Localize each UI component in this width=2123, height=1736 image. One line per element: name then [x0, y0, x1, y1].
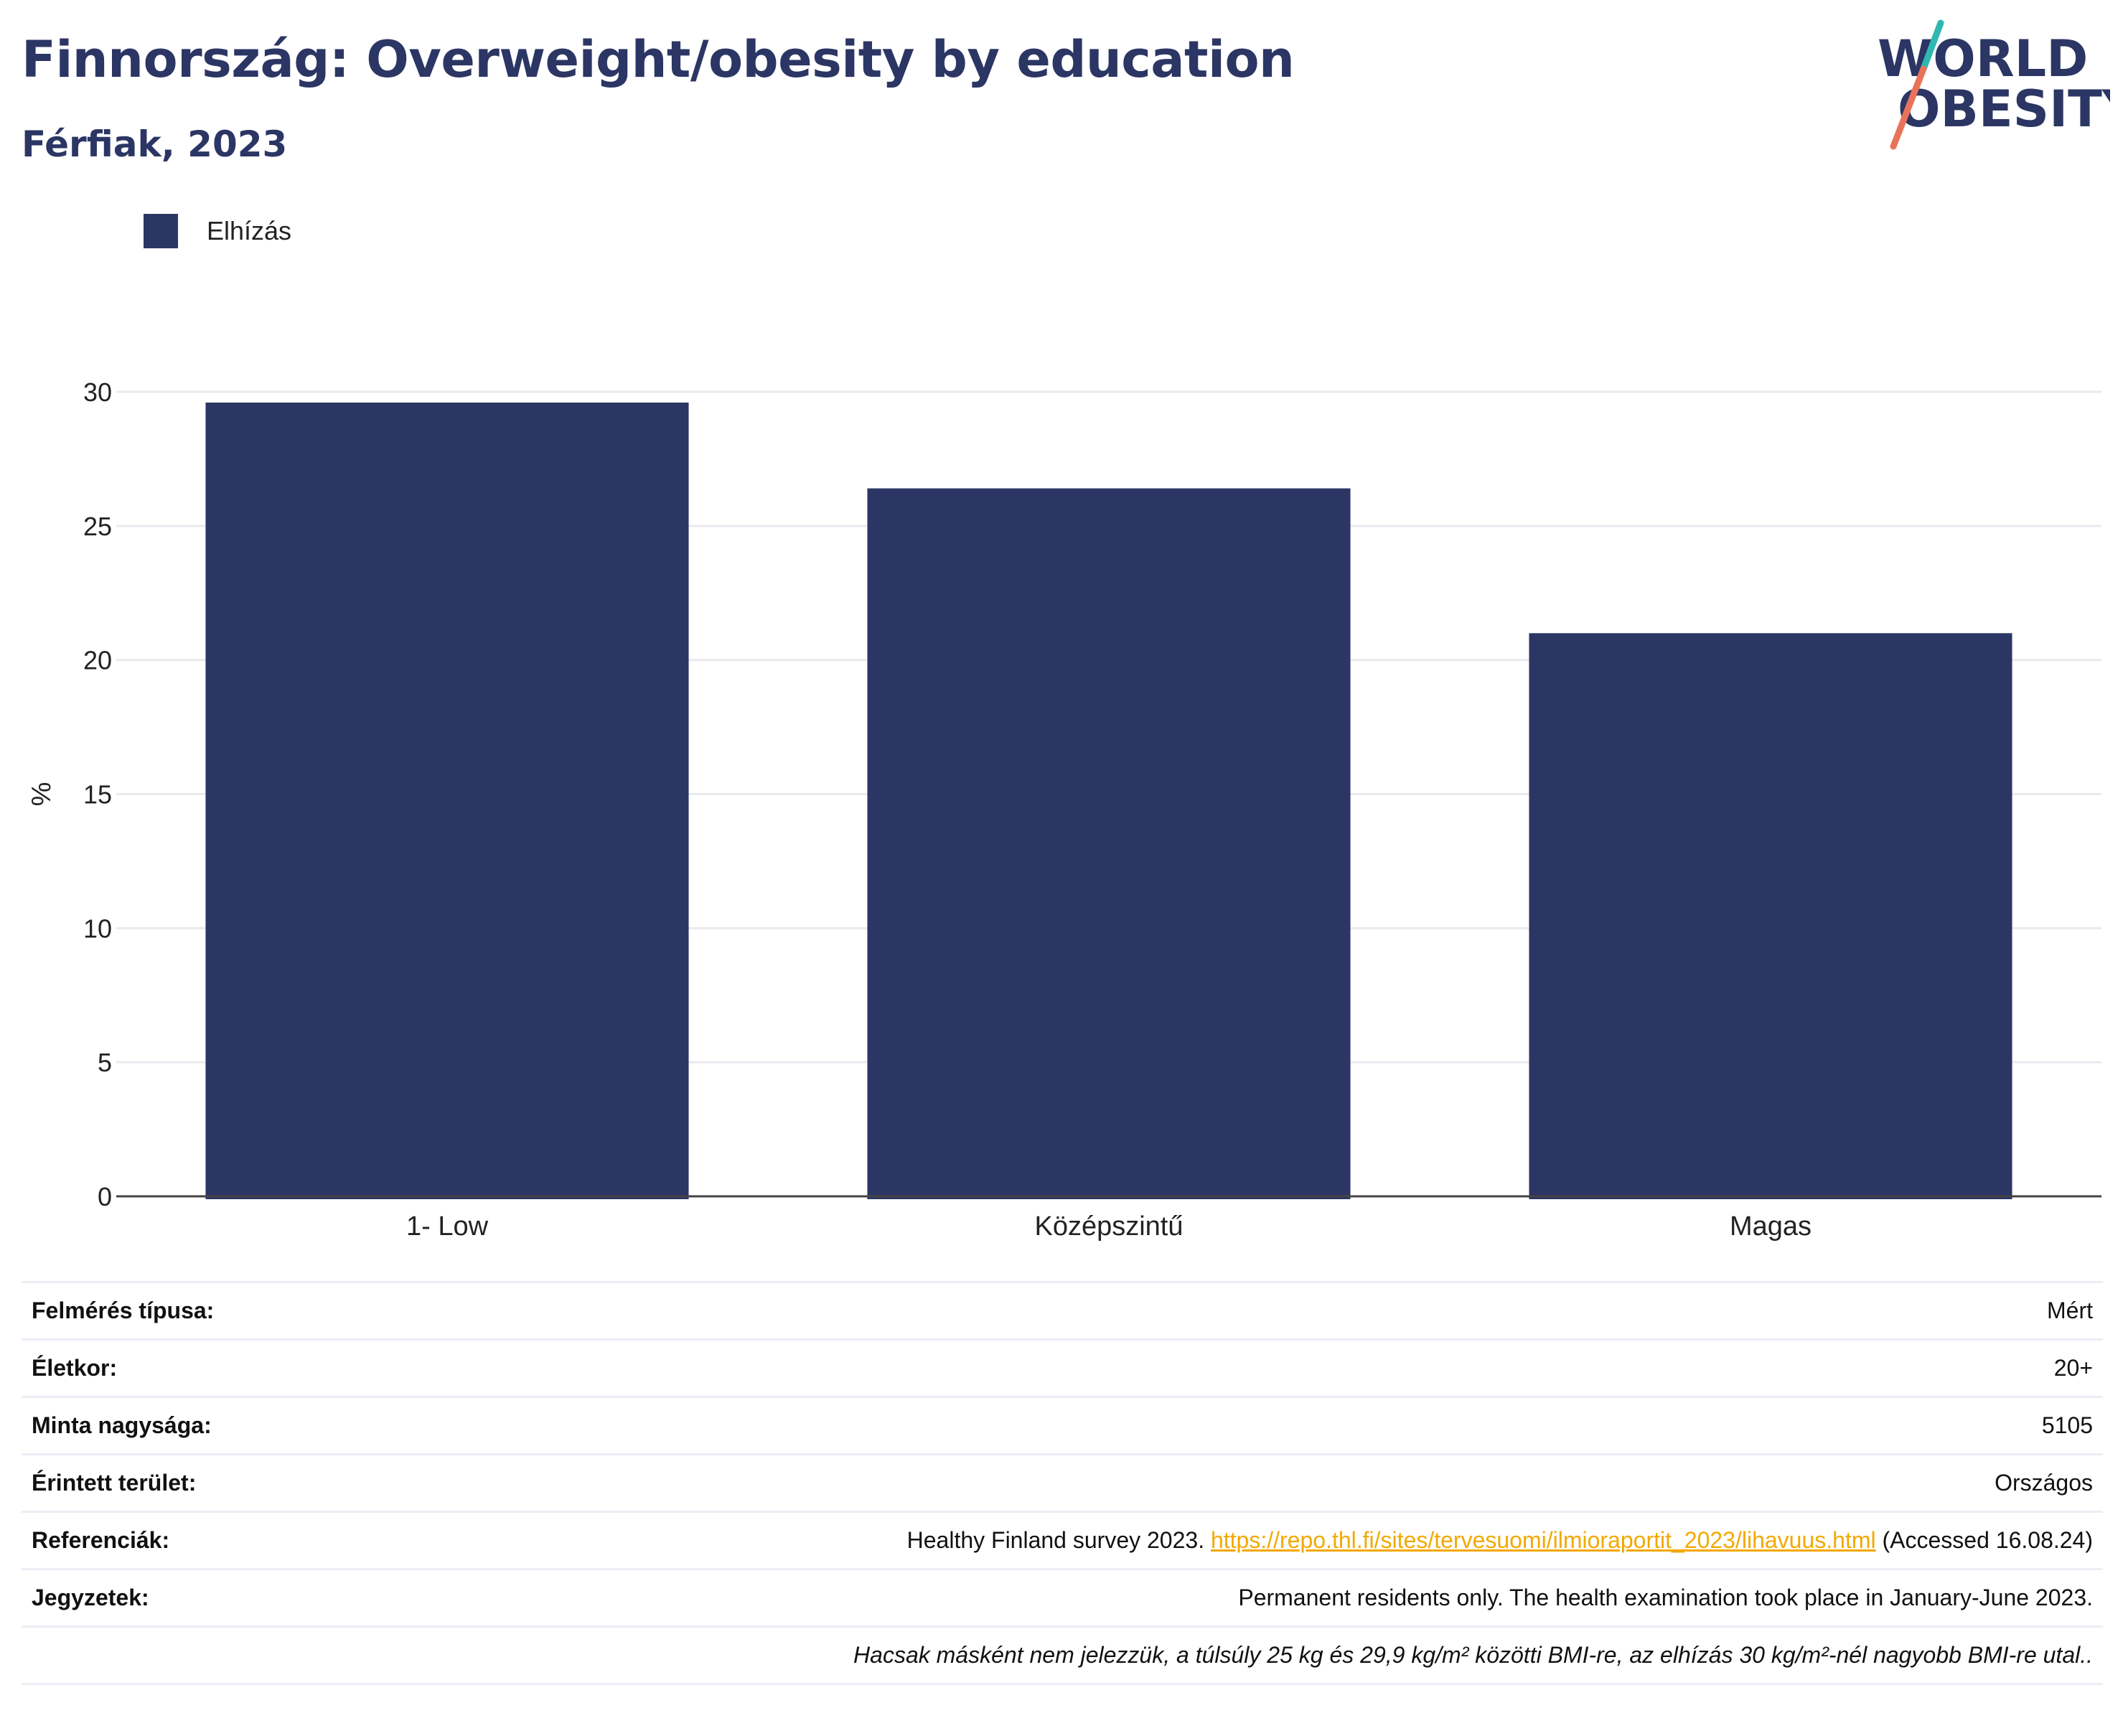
legend-swatch — [144, 214, 178, 248]
y-tick-label: 15 — [83, 780, 112, 810]
info-value: Országos — [472, 1453, 2103, 1512]
references-value: Healthy Finland survey 2023. https://rep… — [472, 1511, 2103, 1570]
footnote-row: Hacsak másként nem jelezzük, a túlsúly 2… — [22, 1625, 2103, 1685]
y-tick-label: 20 — [83, 646, 112, 675]
bar-chart: 0 5 10 15 20 25 30% 1- Low Középszintű Magas — [27, 377, 2101, 1242]
notes-label: Jegyzetek: — [22, 1568, 472, 1627]
logo-slash-teal — [1920, 19, 1944, 72]
page-title: Finnország: Overweight/obesity by educat… — [22, 30, 1295, 89]
y-tick-label: 0 — [98, 1182, 112, 1211]
info-value: 20+ — [472, 1338, 2103, 1397]
notes-row: Jegyzetek: Permanent residents only. The… — [22, 1568, 2103, 1627]
references-label: Referenciák: — [22, 1511, 472, 1570]
x-tick-label: Magas — [1730, 1211, 1812, 1242]
bar — [867, 488, 1351, 1199]
page-subtitle: Férfiak, 2023 — [22, 123, 288, 165]
logo-line1: WORLD — [1878, 29, 2088, 88]
info-row: Felmérés típusa: Mért — [22, 1281, 2103, 1340]
notes-value: Permanent residents only. The health exa… — [472, 1568, 2103, 1627]
info-value: Mért — [472, 1281, 2103, 1340]
info-row: Minta nagysága: 5105 — [22, 1396, 2103, 1455]
info-row: Érintett terület: Országos — [22, 1453, 2103, 1512]
x-tick-label: Középszintű — [1034, 1211, 1183, 1242]
footnote-spacer — [22, 1625, 472, 1685]
y-tick-label: 30 — [83, 377, 112, 407]
info-label: Felmérés típusa: — [22, 1281, 472, 1340]
x-tick-label: 1- Low — [406, 1211, 489, 1242]
info-row: Életkor: 20+ — [22, 1338, 2103, 1397]
y-axis-label: % — [27, 782, 57, 807]
info-label: Minta nagysága: — [22, 1396, 472, 1455]
bar — [1529, 633, 2012, 1199]
info-label: Érintett terület: — [22, 1453, 472, 1512]
y-tick-label: 10 — [83, 914, 112, 943]
footnote-text: Hacsak másként nem jelezzük, a túlsúly 2… — [472, 1625, 2103, 1685]
y-tick-label: 25 — [83, 512, 112, 541]
bar — [205, 402, 689, 1199]
logo-slash-coral — [1890, 65, 1927, 150]
info-label: Életkor: — [22, 1338, 472, 1397]
info-table: Felmérés típusa: Mért Életkor: 20+ Minta… — [22, 1281, 2103, 1685]
legend-label: Elhízás — [207, 216, 292, 245]
references-row: Referenciák: Healthy Finland survey 2023… — [22, 1511, 2103, 1570]
references-prefix: Healthy Finland survey 2023. — [906, 1527, 1211, 1553]
references-link[interactable]: https://repo.thl.fi/sites/tervesuomi/ilm… — [1210, 1527, 1876, 1553]
chart-legend[interactable]: Elhízás — [144, 213, 291, 249]
world-obesity-logo: WORLD OBESITY — [1878, 19, 2110, 150]
references-suffix: (Accessed 16.08.24) — [1875, 1527, 2094, 1553]
info-value: 5105 — [472, 1396, 2103, 1455]
y-tick-label: 5 — [98, 1048, 112, 1077]
logo-line2: OBESITY — [1898, 80, 2110, 139]
